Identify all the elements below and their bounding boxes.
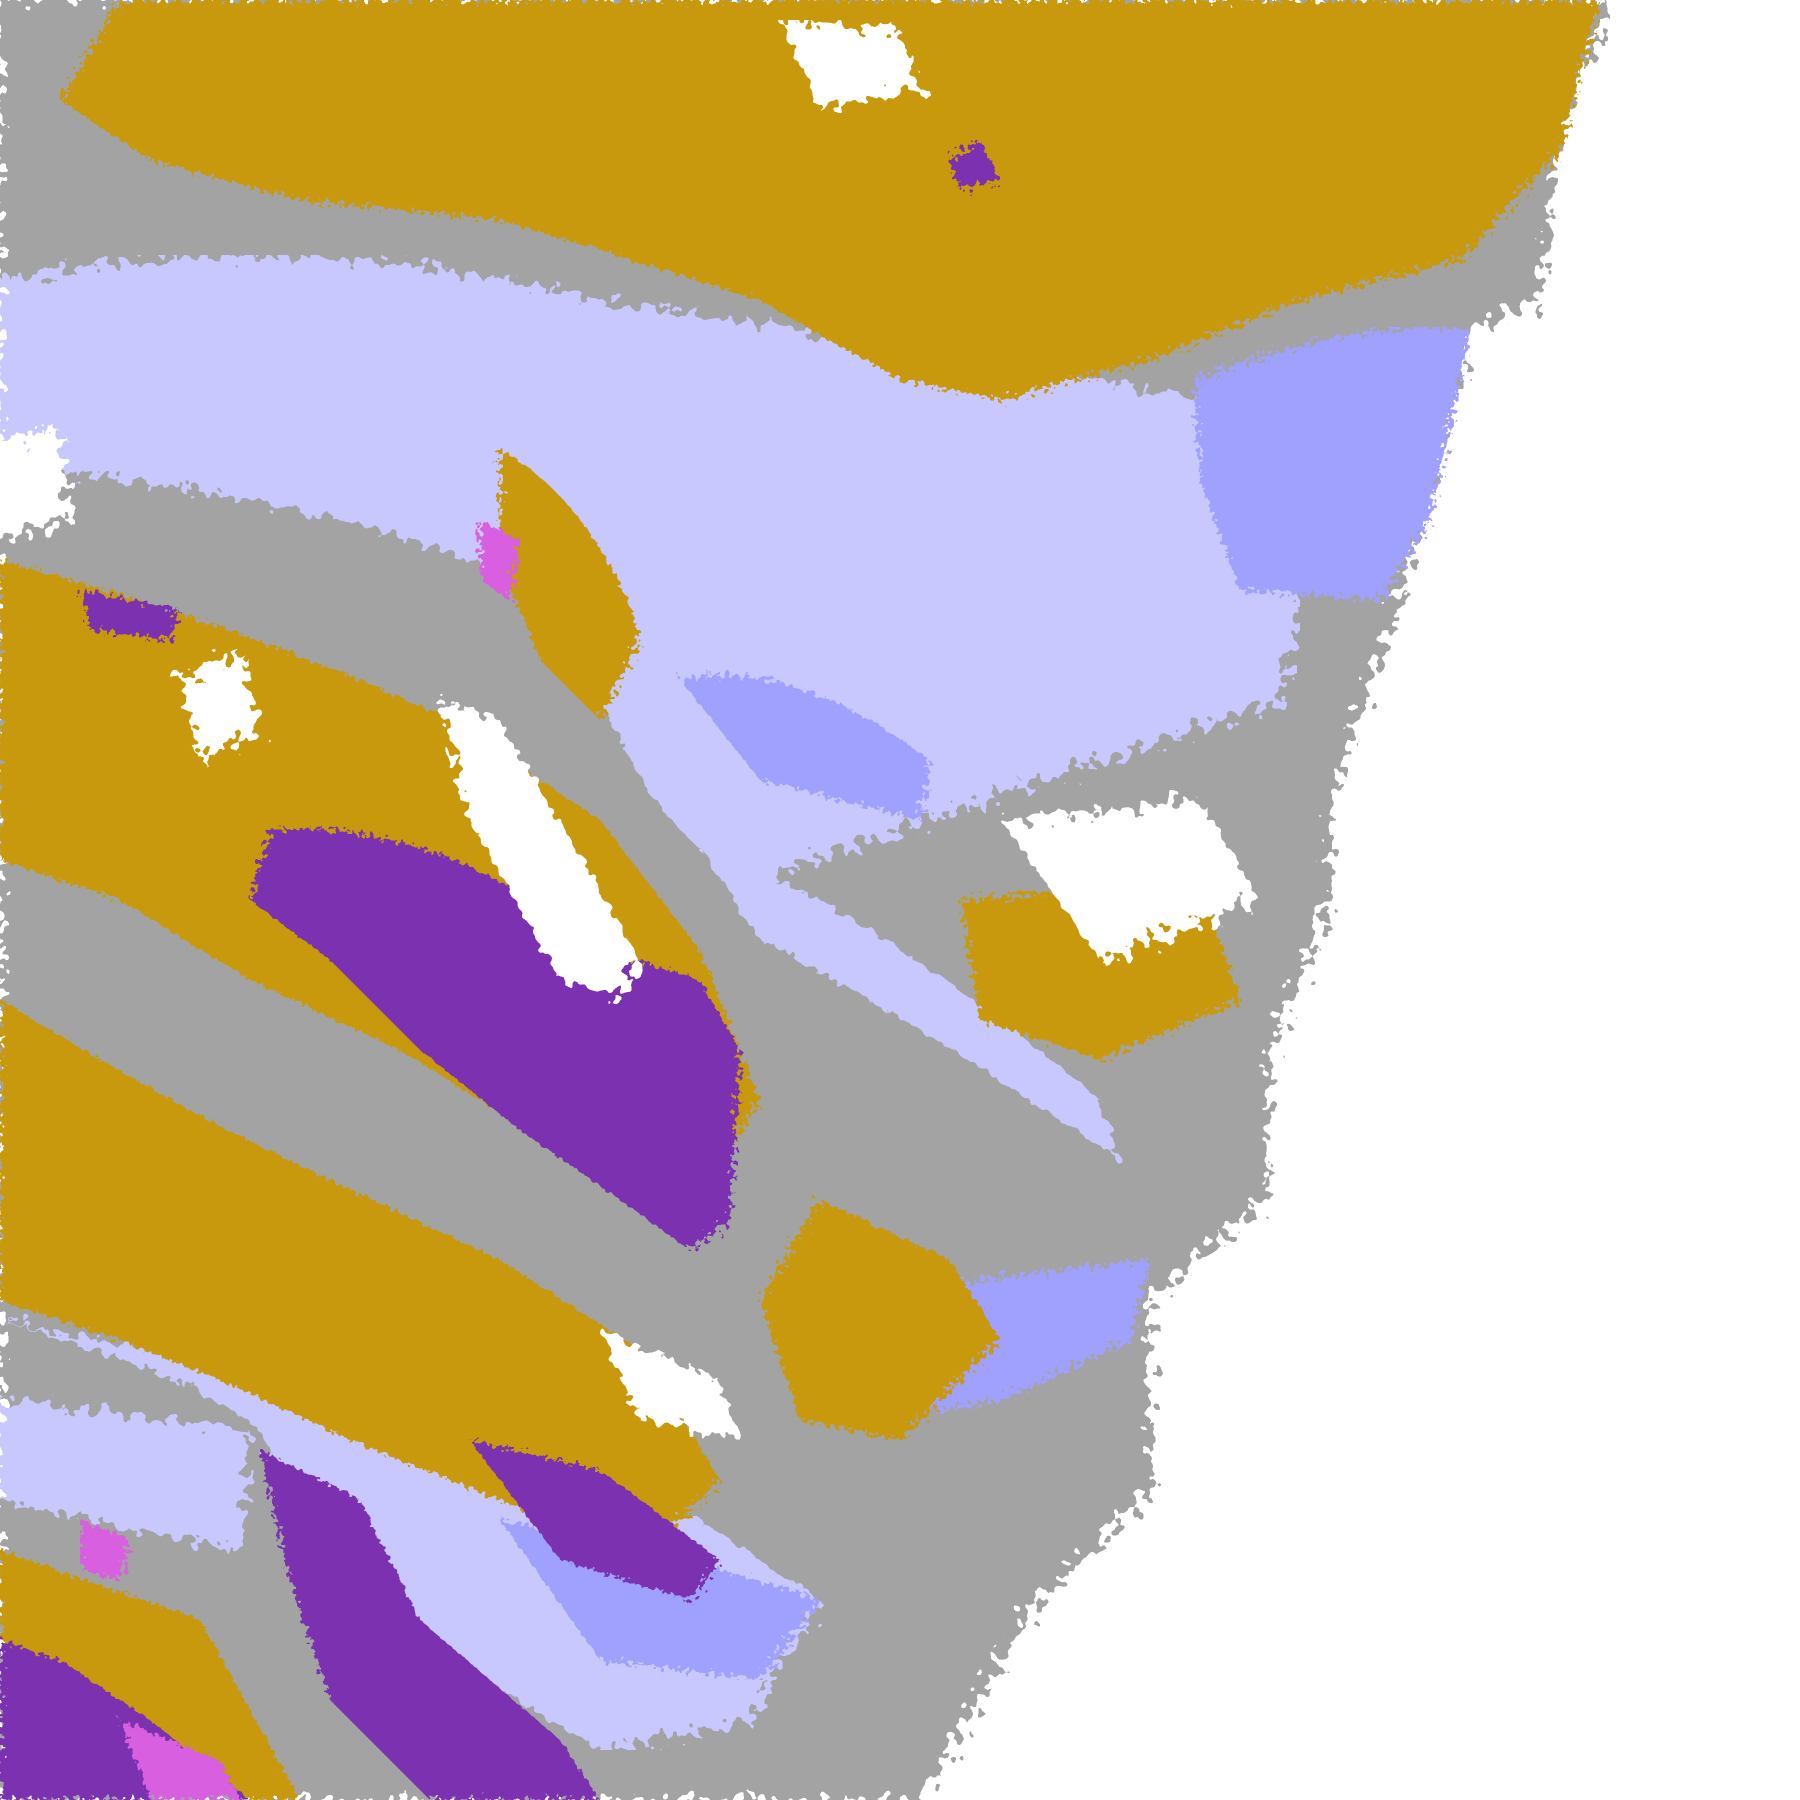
layer-background-gaps [0,20,1260,1440]
map-region-gold [760,1200,1000,1440]
map-region-bg [440,700,640,1000]
map-region-gold [0,1000,720,1560]
layer-purple [0,140,1000,1800]
map-region-bg [600,1330,740,1440]
map-region-lav [0,255,1300,880]
map-region-mag [80,1520,130,1580]
map-region-mag [480,520,520,600]
map-region-lav [0,1400,250,1550]
map-region-purple [470,1440,720,1600]
map-region-lav [700,850,1120,1160]
map-region-purple [260,1450,600,1800]
map-region-purple [80,590,180,640]
map-region-gold [500,450,640,720]
map-region-bg [180,650,260,760]
map-region-bg [1000,800,1260,960]
map-region-mag [120,1720,240,1800]
map-region-gold [60,0,1600,400]
map-region-purple [250,828,740,1250]
map-region-peri [680,674,930,820]
layer-magenta [80,520,520,1800]
map-region-purple [950,140,1000,190]
map-region-bg [0,430,70,540]
map-region-peri [1195,327,1470,600]
map-region-bg [780,20,920,110]
